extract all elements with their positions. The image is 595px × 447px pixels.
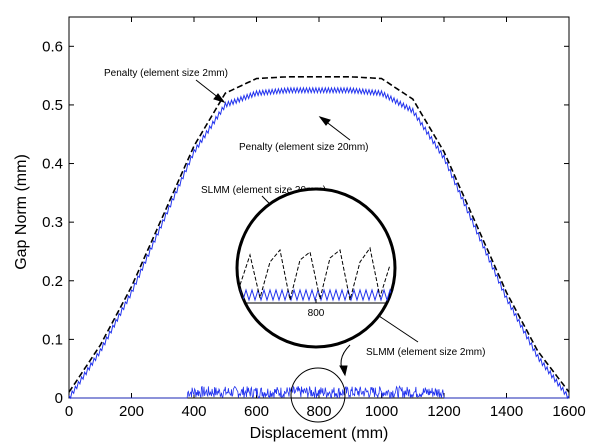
x-tick-label: 0: [65, 403, 73, 420]
series-slmm-line: [69, 385, 569, 400]
annotation-penalty-2mm: Penalty (element size 2mm): [104, 68, 228, 79]
y-axis-ticks: 0 0.1 0.2 0.3 0.4 0.5 0.6: [42, 38, 569, 407]
zoom-inset: 800: [235, 187, 397, 349]
inset-slmm-20mm-line: [239, 246, 391, 301]
zoom-inset-circle: [235, 187, 397, 349]
annotation-penalty-20mm: Penalty (element size 20mm): [239, 142, 369, 153]
y-tick-label: 0: [55, 390, 63, 407]
y-tick-label: 0.3: [42, 214, 63, 231]
y-tick-label: 0.6: [42, 38, 63, 55]
y-tick-label: 0.2: [42, 273, 63, 290]
annotation-slmm-20mm: SLMM (element size 20mm): [201, 185, 326, 196]
series-layer: [68, 76, 570, 400]
x-tick-label: 600: [244, 403, 269, 420]
y-tick-label: 0.5: [42, 97, 63, 114]
series-penalty-20mm-line: [68, 86, 570, 400]
y-tick-label: 0.4: [42, 156, 63, 173]
arrowhead-zoom-link: [339, 365, 348, 377]
zoom-source-circle: [290, 367, 346, 423]
x-tick-label: 800: [306, 403, 331, 420]
inset-slmm-2mm-line: [237, 288, 394, 302]
x-axis-label: Displacement (mm): [250, 425, 389, 442]
annotation-slmm-2mm: SLMM (element size 2mm): [366, 347, 485, 358]
x-tick-label: 1000: [365, 403, 398, 420]
arrowhead-penalty-20mm: [318, 116, 331, 126]
x-tick-label: 200: [119, 403, 144, 420]
inset-tick-label: 800: [308, 308, 325, 319]
y-axis-label: Gap Norm (mm): [13, 154, 30, 270]
arrowhead-penalty-2mm: [213, 93, 226, 103]
x-tick-label: 1600: [552, 403, 585, 420]
series-penalty-2mm-line: [68, 76, 570, 393]
x-tick-label: 400: [181, 403, 206, 420]
x-axis-ticks: 0 200 400 600 800 1000 1200 1400 1600: [65, 17, 586, 420]
y-tick-label: 0.1: [42, 331, 63, 348]
x-tick-label: 1400: [490, 403, 523, 420]
x-tick-label: 1200: [427, 403, 460, 420]
